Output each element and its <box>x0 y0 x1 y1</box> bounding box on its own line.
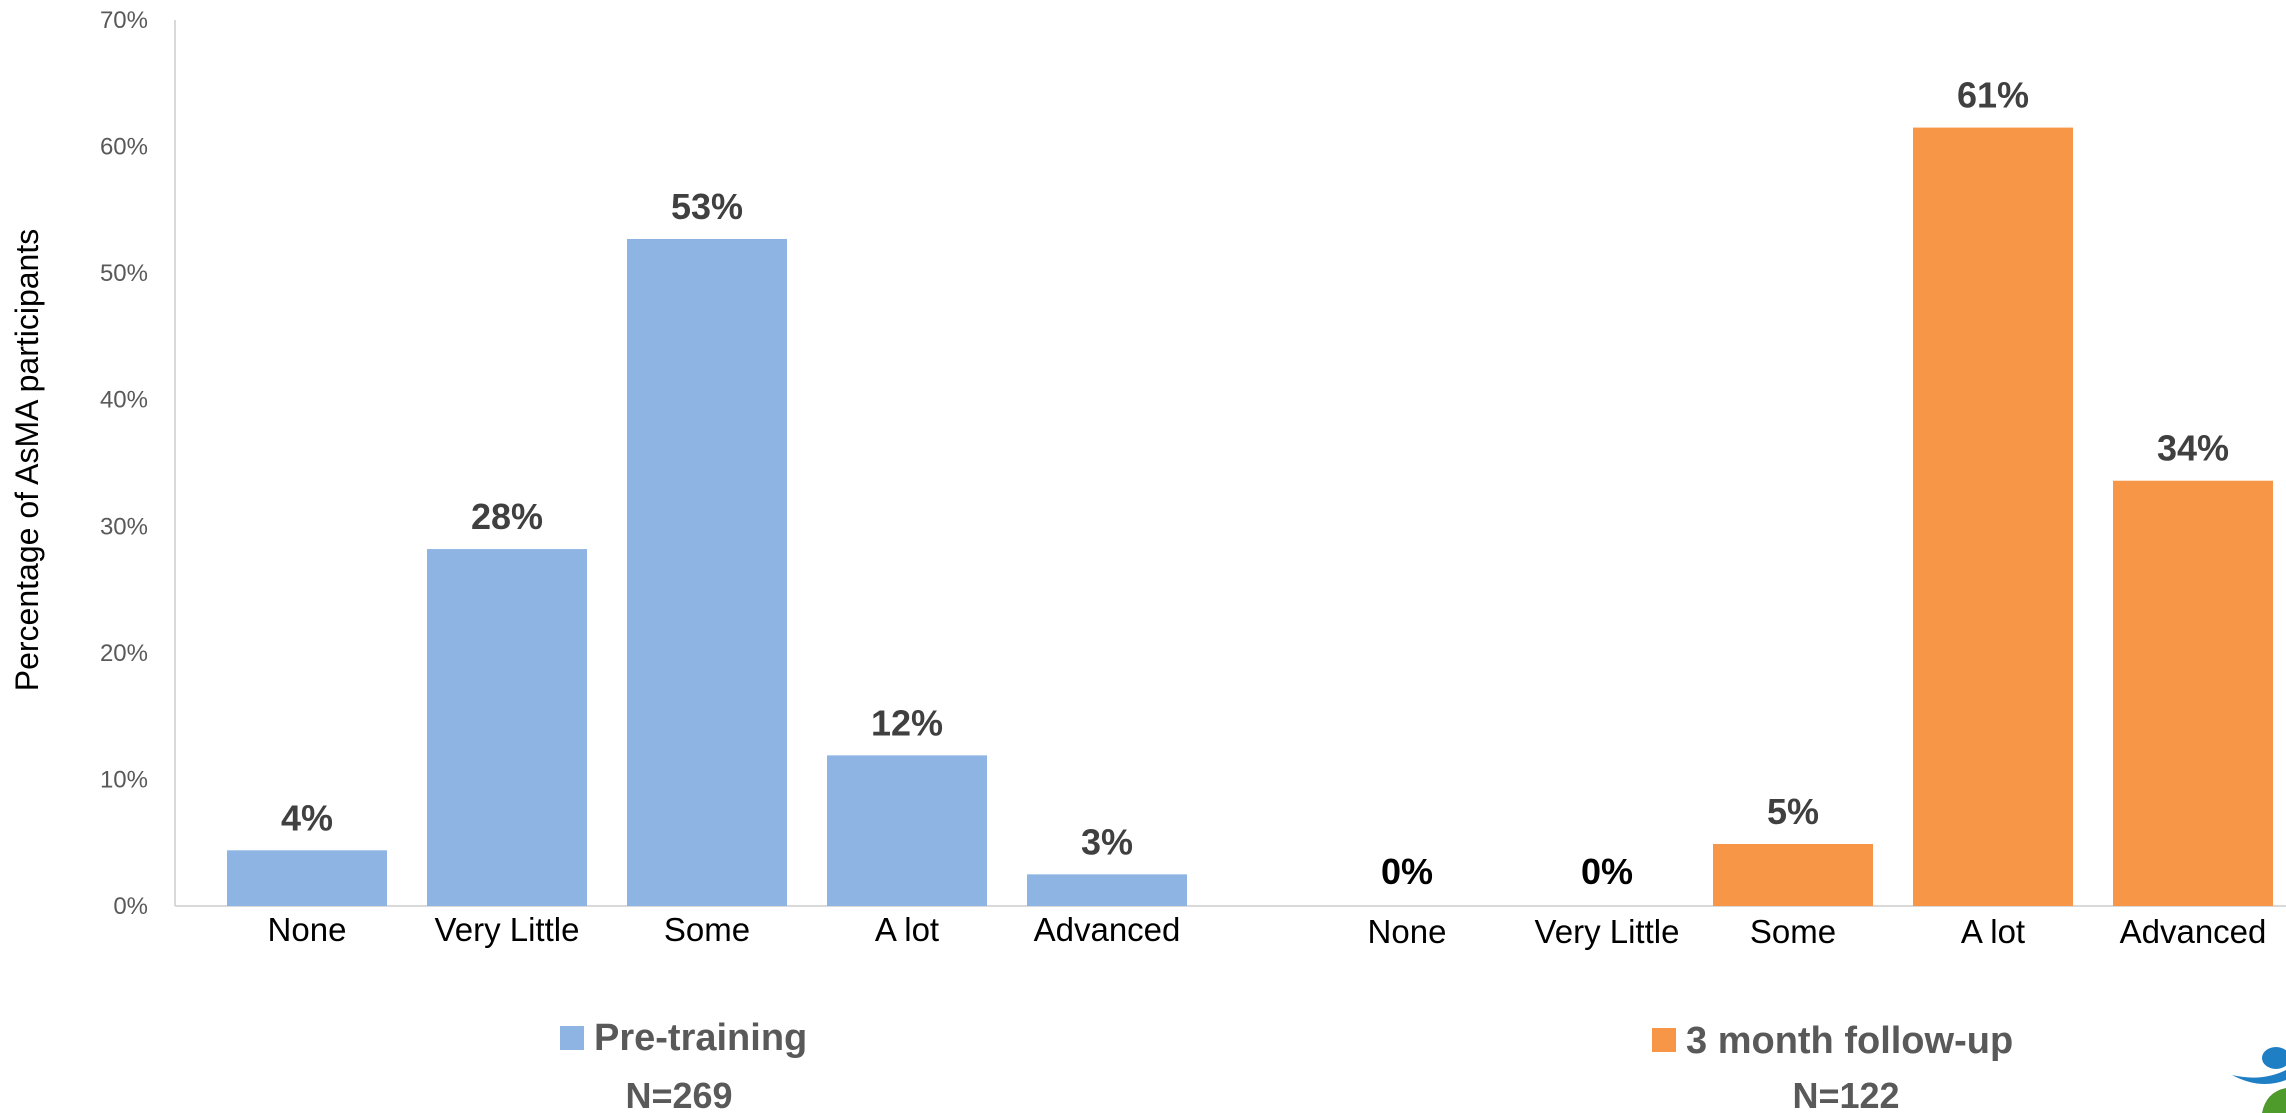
legend: Pre-training N=269 3 month follow-up N=122 <box>560 1017 2013 1113</box>
logo-head-shape <box>2262 1047 2286 1069</box>
x-category-label: A lot <box>875 911 939 948</box>
x-category-label: None <box>1368 913 1447 950</box>
x-category-label: Very Little <box>1535 913 1680 950</box>
bar <box>627 238 787 906</box>
y-tick-label: 0% <box>113 893 148 920</box>
bar <box>2113 480 2273 906</box>
x-category-label: Advanced <box>1034 911 1181 948</box>
legend-label: 3 month follow-up <box>1686 1020 2013 1062</box>
y-tick-label: 10% <box>100 766 148 793</box>
legend-swatch <box>560 1026 584 1050</box>
logo-leaf-shape <box>2262 1088 2286 1113</box>
x-category-label: Very Little <box>435 911 580 948</box>
bar <box>1027 874 1187 906</box>
data-label: 4% <box>281 797 333 838</box>
bar <box>827 755 987 906</box>
data-label: 28% <box>471 496 543 537</box>
data-label: 0% <box>1381 851 1433 892</box>
bars: 4% None 28% Very Little 53% Some 12% A lot 3% Adv… <box>227 75 2273 950</box>
data-label: 5% <box>1767 791 1819 832</box>
x-category-label: Some <box>1750 913 1836 950</box>
logo-swoosh-shape <box>2232 1070 2286 1084</box>
sample-size-label: N=122 <box>1792 1075 1899 1113</box>
y-tick-label: 60% <box>100 134 148 161</box>
data-label: 12% <box>871 702 943 743</box>
y-tick-label: 70% <box>100 7 148 34</box>
data-label: 61% <box>1957 75 2029 116</box>
bar <box>427 549 587 906</box>
bar <box>1713 843 1873 906</box>
data-label: 3% <box>1081 821 1133 862</box>
legend-swatch <box>1652 1028 1676 1052</box>
x-category-label: A lot <box>1961 913 2025 950</box>
y-axis-ticks: 0% 10% 20% 30% 40% 50% 60% 70% <box>100 7 148 920</box>
sample-size-label: N=269 <box>625 1075 732 1113</box>
data-label: 0% <box>1581 851 1633 892</box>
data-label: 34% <box>2157 428 2229 469</box>
bar <box>1913 127 2073 907</box>
bar <box>227 850 387 906</box>
y-axis-title: Percentage of AsMA participants <box>9 229 45 691</box>
x-category-label: Advanced <box>2120 913 2267 950</box>
y-tick-label: 50% <box>100 260 148 287</box>
data-label: 53% <box>671 186 743 227</box>
y-tick-label: 30% <box>100 513 148 540</box>
x-category-label: Some <box>664 911 750 948</box>
organization-logo <box>2232 1047 2286 1113</box>
legend-label: Pre-training <box>594 1017 807 1059</box>
x-category-label: None <box>268 911 347 948</box>
y-tick-label: 40% <box>100 387 148 414</box>
y-tick-label: 20% <box>100 640 148 667</box>
